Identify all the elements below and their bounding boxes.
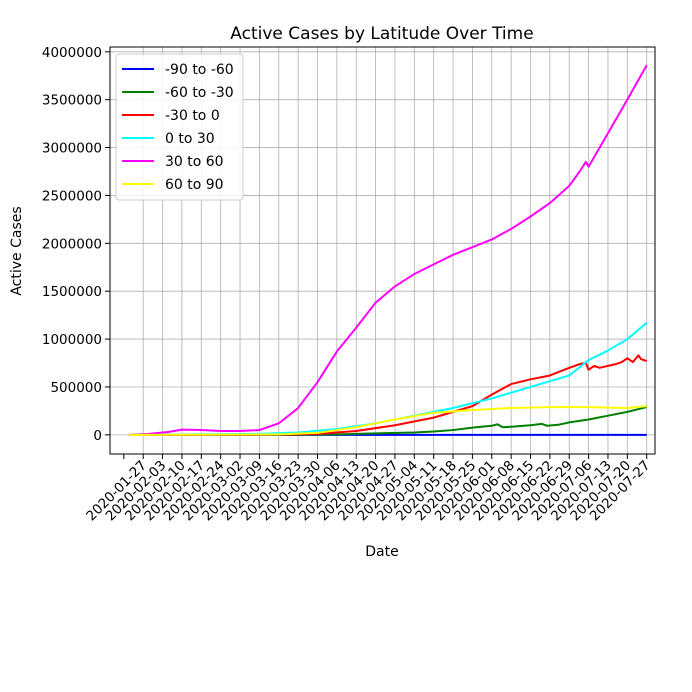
- chart-title: Active Cases by Latitude Over Time: [230, 24, 533, 44]
- series-lines: [129, 64, 648, 436]
- legend-label: -30 to 0: [165, 108, 220, 124]
- legend-label: 60 to 90: [165, 177, 224, 193]
- legend-label: 30 to 60: [165, 154, 224, 170]
- y-tick-label: 0: [93, 428, 102, 444]
- legend: -90 to -60 -60 to -30 -30 to 0 0 to 30 30 to…: [115, 53, 244, 201]
- plot-frame: [109, 46, 656, 455]
- series-line-2: [129, 354, 648, 436]
- y-tick-label: 3500000: [42, 93, 102, 109]
- y-tick-label: 4000000: [42, 45, 102, 61]
- series-line-5: [129, 405, 647, 436]
- y-tick-label: 1500000: [42, 284, 102, 300]
- legend-label: 0 to 30: [165, 131, 215, 147]
- y-axis-ticks: 0 500000 1000000 1500000 2000000 2500000 30000…: [42, 45, 110, 444]
- y-tick-label: 500000: [50, 380, 102, 396]
- x-axis-label: Date: [365, 544, 398, 560]
- legend-label: -60 to -30: [165, 85, 234, 101]
- y-tick-label: 3000000: [42, 141, 102, 157]
- series-line-4: [129, 64, 648, 436]
- series-line-1: [129, 406, 647, 436]
- y-axis-label: Active Cases: [9, 206, 25, 295]
- y-tick-label: 2500000: [42, 188, 102, 204]
- legend-label: -90 to -60: [165, 62, 234, 78]
- y-tick-label: 2000000: [42, 236, 102, 252]
- legend-box: [115, 53, 244, 201]
- y-tick-label: 1000000: [42, 332, 102, 348]
- series-line-3: [129, 322, 648, 436]
